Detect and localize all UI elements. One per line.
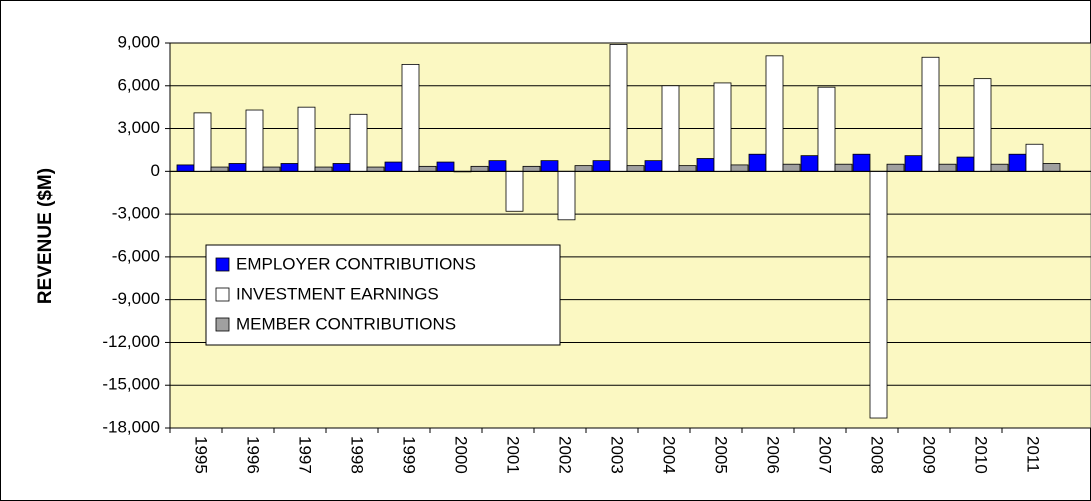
x-tick-label: 2004 [660,436,679,474]
x-tick-label: 2011 [1024,436,1043,473]
legend-label: MEMBER CONTRIBUTIONS [236,314,456,333]
y-tick-label: -12,000 [102,332,160,351]
legend-box [205,244,561,346]
y-tick-label: -18,000 [102,417,160,436]
legend-swatch [215,257,230,272]
bar [366,166,385,172]
bar [1025,143,1044,172]
bar [228,163,247,172]
bar [938,163,957,172]
bar [540,160,559,172]
bar [470,165,489,172]
legend-swatch [215,317,230,332]
bar [956,156,975,172]
x-tick-label: 1999 [400,436,419,474]
bar [869,170,888,419]
bar [644,160,663,172]
y-tick-label: 9,000 [117,32,160,51]
bar [332,163,351,172]
y-tick-label: 0 [151,161,160,180]
bar [314,166,333,172]
bar [661,85,680,172]
y-tick-label: -15,000 [102,375,160,394]
bar [245,109,264,172]
bar [1008,153,1027,172]
bar [852,153,871,172]
y-tick-label: -6,000 [112,246,160,265]
bar [886,163,905,172]
x-tick-label: 1995 [192,436,211,474]
bar [609,44,628,172]
legend-swatch [215,287,230,302]
bar [436,161,455,172]
bar [990,163,1009,172]
bar [297,106,316,172]
x-tick-label: 2009 [920,436,939,474]
x-tick-label: 2007 [816,436,835,474]
bar [505,170,524,212]
bar [730,164,749,172]
bar [921,56,940,172]
bar [973,78,992,172]
bar [401,63,420,172]
y-axis-title: REVENUE ($M) [35,168,56,304]
bar [262,166,281,172]
y-tick-label: 6,000 [117,75,160,94]
x-tick-label: 2003 [608,436,627,474]
x-tick-label: 2010 [972,436,991,474]
x-tick-label: 2000 [452,436,471,474]
legend-label: INVESTMENT EARNINGS [236,284,439,303]
bar [834,163,853,172]
x-tick-label: 2001 [504,436,523,474]
bar [384,161,403,172]
x-tick-label: 2008 [868,436,887,474]
y-tick-label: -3,000 [112,204,160,223]
legend-label: EMPLOYER CONTRIBUTIONS [236,254,476,273]
bar [176,164,195,172]
y-tick-label: -9,000 [112,289,160,308]
bar [904,155,923,172]
bar [1042,163,1061,172]
bar [626,165,645,172]
plot-area [169,42,1091,429]
bar [210,166,229,172]
x-tick-label: 1996 [244,436,263,474]
bar [765,55,784,172]
x-tick-label: 2002 [556,436,575,474]
x-tick-label: 2006 [764,436,783,474]
y-tick-label: 3,000 [117,118,160,137]
x-tick-label: 1998 [348,436,367,474]
bar [557,170,576,221]
bar [349,113,368,172]
bar [782,163,801,172]
bar [817,86,836,172]
x-tick-label: 2005 [712,436,731,474]
bar [800,155,819,172]
bar [748,153,767,172]
bar [696,158,715,172]
bar [574,165,593,172]
bar [522,165,541,172]
bar [418,165,437,172]
bar [488,160,507,172]
bar [678,165,697,172]
bar [280,163,299,172]
bar [592,160,611,172]
x-tick-label: 1997 [296,436,315,474]
bar [713,82,732,172]
bar [193,112,212,172]
